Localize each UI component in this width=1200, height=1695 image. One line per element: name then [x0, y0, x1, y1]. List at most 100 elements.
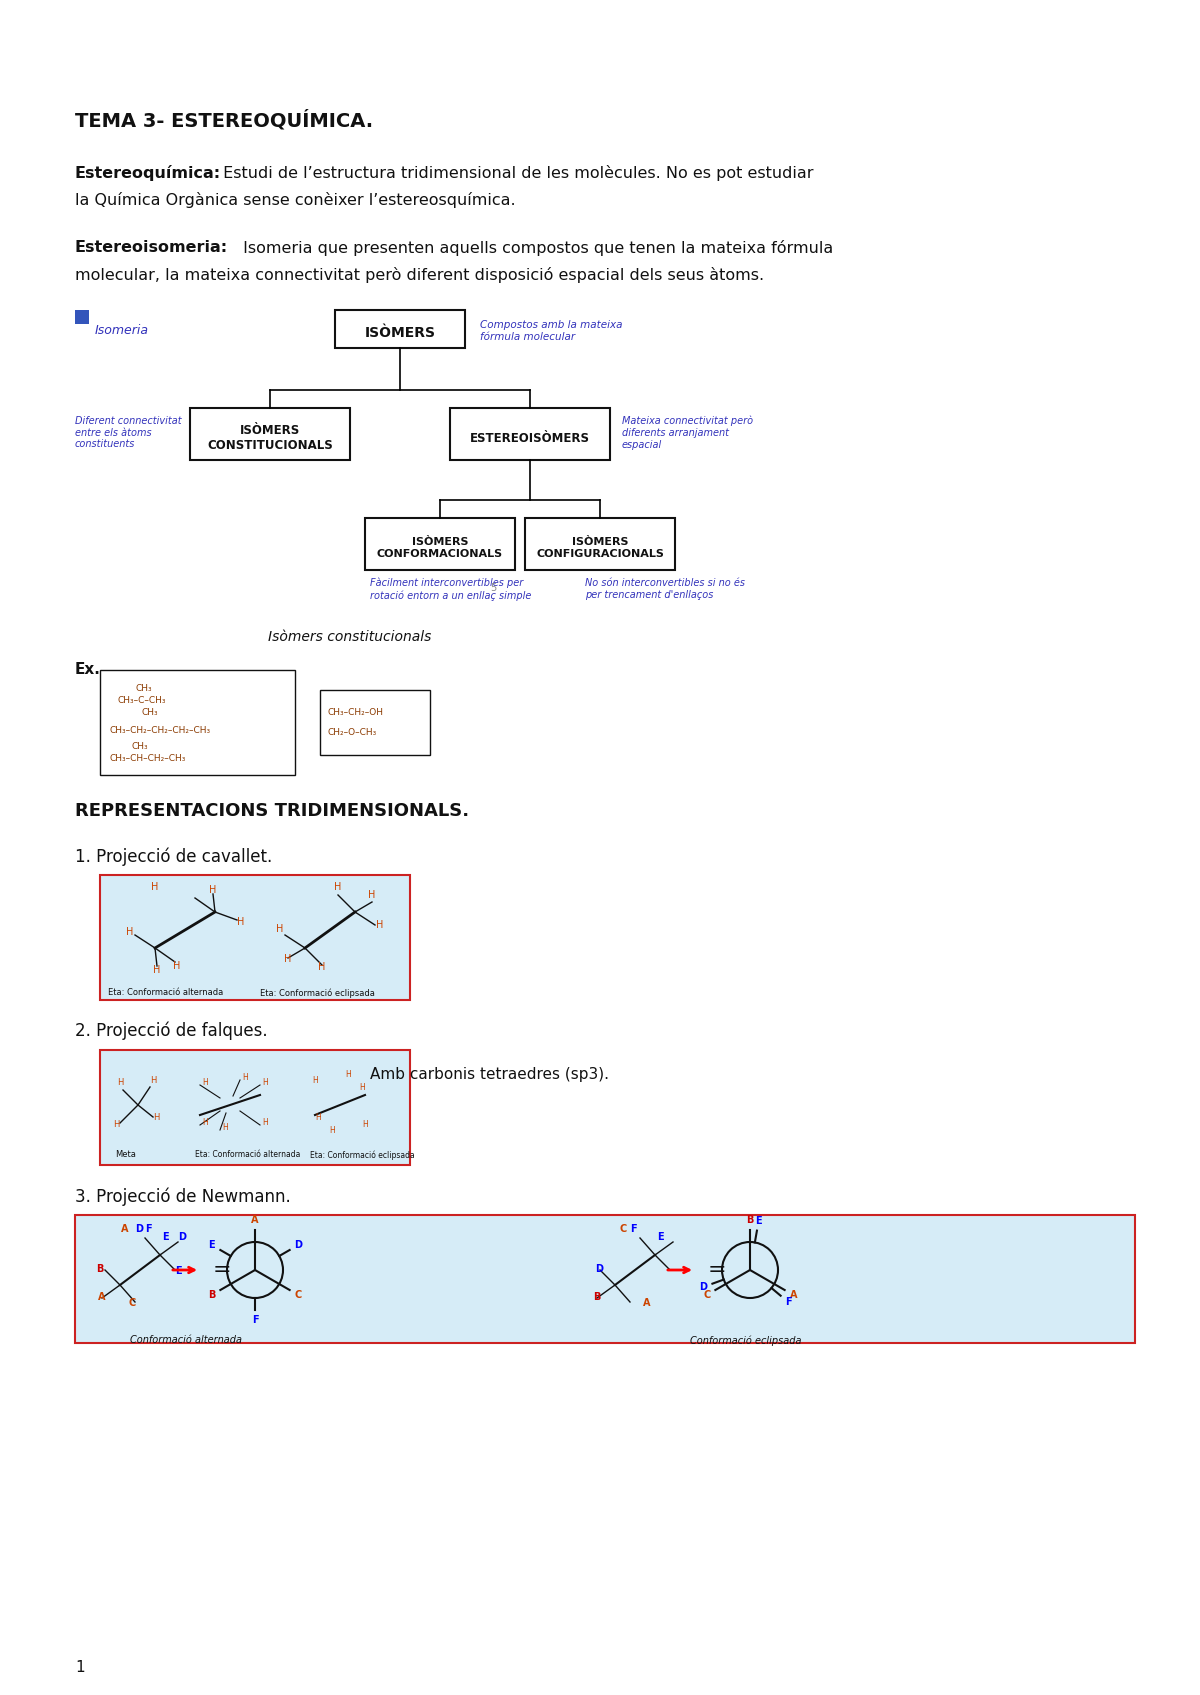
Text: H: H [284, 954, 292, 964]
Text: CH₃–CH₂–CH₂–CH₂–CH₃: CH₃–CH₂–CH₂–CH₂–CH₃ [110, 725, 211, 736]
FancyBboxPatch shape [335, 310, 466, 347]
Text: H: H [368, 890, 376, 900]
Text: B: B [208, 1290, 215, 1300]
Text: H: H [116, 1078, 124, 1086]
Text: CH₃–C–CH₃: CH₃–C–CH₃ [118, 697, 167, 705]
Text: A: A [790, 1290, 797, 1300]
Text: H: H [362, 1120, 368, 1129]
Text: CH₃–CH–CH₂–CH₃: CH₃–CH–CH₂–CH₃ [110, 754, 186, 763]
Text: H: H [276, 924, 283, 934]
Text: H: H [150, 1076, 156, 1085]
Text: H: H [238, 917, 245, 927]
Text: =: = [212, 1259, 232, 1280]
Text: CH₃–CH₂–OH: CH₃–CH₂–OH [328, 709, 384, 717]
Text: Mateixa connectivitat però
diferents arranjament
espacial: Mateixa connectivitat però diferents arr… [622, 415, 754, 449]
Text: H: H [202, 1119, 208, 1127]
Text: A: A [121, 1224, 128, 1234]
Text: Diferent connectivitat
entre els àtoms
constituents: Diferent connectivitat entre els àtoms c… [74, 415, 181, 449]
Text: 1: 1 [74, 1659, 85, 1675]
Text: Amb carbonis tetraedres (sp3).: Amb carbonis tetraedres (sp3). [370, 1066, 610, 1081]
Text: Ex.: Ex. [74, 663, 101, 676]
Text: H: H [318, 963, 325, 971]
Text: H: H [152, 1114, 160, 1122]
Text: D: D [595, 1264, 604, 1275]
Text: 1. Projecció de cavallet.: 1. Projecció de cavallet. [74, 848, 272, 866]
FancyBboxPatch shape [100, 875, 410, 1000]
Text: H: H [113, 1120, 119, 1129]
Text: Estereoquímica:: Estereoquímica: [74, 164, 221, 181]
Text: Meta: Meta [115, 1149, 136, 1159]
Text: molecular, la mateixa connectivitat però diferent disposició espacial dels seus : molecular, la mateixa connectivitat però… [74, 268, 764, 283]
Text: D: D [294, 1241, 302, 1249]
Text: H: H [202, 1078, 208, 1086]
Text: B: B [746, 1215, 754, 1225]
Text: REPRESENTACIONS TRIDIMENSIONALS.: REPRESENTACIONS TRIDIMENSIONALS. [74, 802, 469, 820]
Text: E: E [755, 1215, 762, 1225]
Text: Estudi de l’estructura tridimensional de les molècules. No es pot estudiar: Estudi de l’estructura tridimensional de… [218, 164, 814, 181]
Text: F: F [785, 1297, 792, 1307]
Text: Isòmers constitucionals: Isòmers constitucionals [269, 631, 432, 644]
Text: 2. Projecció de falques.: 2. Projecció de falques. [74, 1022, 268, 1041]
Text: Conformació alternada: Conformació alternada [130, 1336, 242, 1346]
Text: CH₃: CH₃ [132, 742, 149, 751]
Text: H: H [209, 885, 217, 895]
Text: 3. Projecció de Newmann.: 3. Projecció de Newmann. [74, 1186, 290, 1205]
Text: la Química Orgànica sense conèixer l’estereosquímica.: la Química Orgànica sense conèixer l’est… [74, 192, 516, 208]
FancyBboxPatch shape [365, 519, 515, 570]
Text: Eta: Conformació alternada: Eta: Conformació alternada [194, 1149, 300, 1159]
Text: H: H [262, 1078, 268, 1086]
Text: Isomeria: Isomeria [95, 324, 149, 337]
Text: C: C [620, 1224, 628, 1234]
Text: Compostos amb la mateixa
fórmula molecular: Compostos amb la mateixa fórmula molecul… [480, 320, 623, 342]
Text: D: D [134, 1224, 143, 1234]
Text: C: C [128, 1298, 136, 1309]
Text: B: B [96, 1264, 103, 1275]
Text: Eta: Conformació alternada: Eta: Conformació alternada [108, 988, 223, 997]
Text: CH₃: CH₃ [142, 709, 158, 717]
FancyBboxPatch shape [74, 310, 89, 324]
Text: ISÒMERS: ISÒMERS [365, 325, 436, 341]
Text: Eta: Conformació eclipsada: Eta: Conformació eclipsada [310, 1149, 415, 1159]
Text: No són interconvertibles si no és
per trencament d'enllaços: No són interconvertibles si no és per tr… [586, 578, 745, 600]
FancyBboxPatch shape [320, 690, 430, 754]
Text: =: = [708, 1259, 726, 1280]
Text: H: H [151, 881, 158, 892]
Text: Fàcilment interconvertibles per
rotació entorn a un enllaç simple: Fàcilment interconvertibles per rotació … [370, 578, 532, 600]
Text: CH₃: CH₃ [134, 685, 151, 693]
Text: ISÒMERS
CONSTITUCIONALS: ISÒMERS CONSTITUCIONALS [208, 424, 332, 453]
Text: F: F [252, 1315, 258, 1325]
Text: ESTEREOISÒMERS: ESTEREOISÒMERS [470, 432, 590, 444]
Text: TEMA 3- ESTEREOQUÍMICA.: TEMA 3- ESTEREOQUÍMICA. [74, 110, 373, 131]
Text: Conformació eclipsada: Conformació eclipsada [690, 1336, 802, 1346]
Text: E: E [175, 1266, 181, 1276]
Text: A: A [251, 1215, 259, 1225]
Text: 5: 5 [490, 583, 497, 593]
Text: H: H [262, 1119, 268, 1127]
Text: C: C [295, 1290, 302, 1300]
Text: F: F [145, 1224, 151, 1234]
Text: H: H [242, 1073, 248, 1081]
Text: F: F [630, 1224, 637, 1234]
Text: H: H [359, 1083, 365, 1092]
Text: E: E [658, 1232, 664, 1242]
FancyBboxPatch shape [450, 408, 610, 459]
Text: A: A [98, 1292, 106, 1302]
FancyBboxPatch shape [100, 1049, 410, 1164]
Text: ISÒMERS
CONFORMACIONALS: ISÒMERS CONFORMACIONALS [377, 537, 503, 559]
Text: A: A [643, 1298, 650, 1309]
Text: C: C [703, 1290, 710, 1300]
Text: D: D [700, 1281, 707, 1292]
Text: Isomeria que presenten aquells compostos que tenen la mateixa fórmula: Isomeria que presenten aquells compostos… [238, 241, 833, 256]
Text: Estereoisomeria:: Estereoisomeria: [74, 241, 228, 254]
Text: B: B [593, 1292, 600, 1302]
FancyBboxPatch shape [190, 408, 350, 459]
Text: H: H [173, 961, 181, 971]
Text: H: H [335, 881, 342, 892]
Text: ISÒMERS
CONFIGURACIONALS: ISÒMERS CONFIGURACIONALS [536, 537, 664, 559]
Text: H: H [154, 964, 161, 975]
FancyBboxPatch shape [74, 1215, 1135, 1342]
Text: H: H [316, 1114, 320, 1122]
Text: H: H [346, 1070, 350, 1080]
Text: H: H [377, 920, 384, 931]
FancyBboxPatch shape [526, 519, 674, 570]
